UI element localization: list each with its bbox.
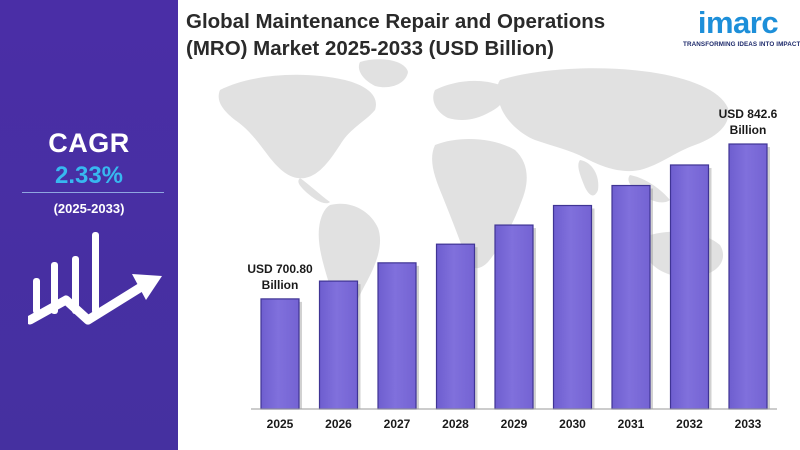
cagr-value: 2.33% xyxy=(54,162,124,189)
x-tick-2030: 2030 xyxy=(559,417,586,431)
cagr-divider xyxy=(22,192,164,193)
bar-2033 xyxy=(728,143,768,410)
x-tick-2025: 2025 xyxy=(267,417,294,431)
chart-title: Global Maintenance Repair and Operations… xyxy=(186,8,676,62)
logo-wordmark: imarc xyxy=(697,5,779,40)
x-tick-2028: 2028 xyxy=(442,417,469,431)
chart-title-line-1: Global Maintenance Repair and Operations xyxy=(186,10,606,33)
x-tick-2032: 2032 xyxy=(676,417,703,431)
data-label-2025-line-2: Billion xyxy=(262,278,299,292)
x-tick-2033: 2033 xyxy=(735,417,762,431)
bar-2030 xyxy=(552,204,593,410)
data-label-2025-line-1: USD 700.80 xyxy=(247,262,313,276)
imarc-logo: imarc TRANSFORMING IDEAS INTO IMPACT xyxy=(683,5,800,49)
data-label-2033-line-1: USD 842.6 xyxy=(719,107,778,121)
bar-annotations: USD 700.80 Billion USD 842.6 Billion xyxy=(247,107,777,292)
cagr-period: (2025-2033) xyxy=(53,201,125,216)
bars-group xyxy=(260,143,770,410)
bar-2025 xyxy=(260,298,300,410)
bar-2029 xyxy=(494,224,534,410)
logo-tagline: TRANSFORMING IDEAS INTO IMPACT xyxy=(683,41,800,48)
x-tick-2029: 2029 xyxy=(501,417,528,431)
bar-2032 xyxy=(669,164,710,410)
x-tick-2026: 2026 xyxy=(325,417,352,431)
x-tick-2027: 2027 xyxy=(384,417,411,431)
x-tick-labels: 2025 2026 2027 2028 2029 2030 2031 2032 2033 xyxy=(267,417,762,431)
chart-title-line-2: (MRO) Market 2025-2033 (USD Billion) xyxy=(186,37,554,60)
growth-chart-icon xyxy=(28,232,162,325)
bar-2031 xyxy=(611,184,651,410)
cagr-label: CAGR xyxy=(48,128,130,158)
bar-2026 xyxy=(318,280,359,410)
data-label-2033-line-2: Billion xyxy=(730,123,767,137)
bar-2027 xyxy=(377,262,417,410)
bar-chart: 2025 2026 2027 2028 2029 2030 2031 2032 2033 USD… xyxy=(218,59,778,431)
cagr-panel: CAGR 2.33% (2025-2033) xyxy=(0,0,178,450)
bar-2028 xyxy=(435,243,476,410)
x-tick-2031: 2031 xyxy=(618,417,645,431)
